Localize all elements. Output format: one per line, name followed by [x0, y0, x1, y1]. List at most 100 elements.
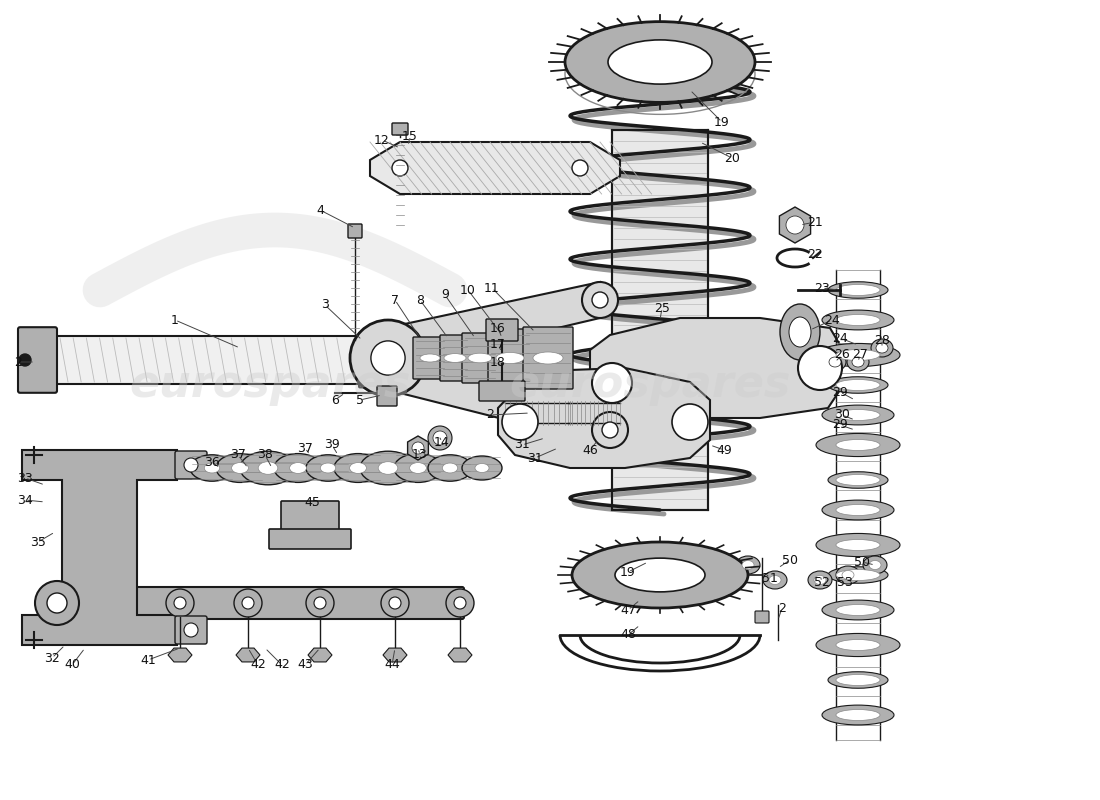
Text: 34: 34 [18, 494, 33, 506]
Ellipse shape [615, 558, 705, 592]
Circle shape [412, 442, 424, 454]
Text: 9: 9 [441, 289, 449, 302]
FancyBboxPatch shape [175, 451, 207, 479]
Text: 53: 53 [837, 575, 852, 589]
Circle shape [786, 216, 804, 234]
Text: 48: 48 [620, 629, 636, 642]
Ellipse shape [869, 561, 881, 570]
Ellipse shape [360, 451, 416, 485]
Ellipse shape [816, 434, 900, 457]
Ellipse shape [836, 314, 880, 326]
Circle shape [592, 363, 632, 403]
Text: 27: 27 [852, 349, 868, 362]
Ellipse shape [836, 285, 880, 295]
Text: 2: 2 [486, 409, 494, 422]
Ellipse shape [258, 462, 278, 474]
Text: 45: 45 [304, 495, 320, 509]
Circle shape [502, 404, 538, 440]
Ellipse shape [822, 500, 894, 520]
Text: 49: 49 [716, 443, 732, 457]
Text: 31: 31 [514, 438, 530, 451]
Ellipse shape [836, 639, 880, 650]
Text: 6: 6 [331, 394, 339, 406]
Text: 52: 52 [814, 575, 829, 589]
Text: 26: 26 [834, 349, 850, 362]
Circle shape [454, 597, 466, 609]
FancyBboxPatch shape [348, 224, 362, 238]
Polygon shape [448, 648, 472, 662]
Polygon shape [236, 648, 260, 662]
FancyBboxPatch shape [486, 319, 518, 341]
Ellipse shape [814, 575, 826, 585]
FancyBboxPatch shape [755, 611, 769, 623]
Ellipse shape [836, 710, 880, 721]
FancyBboxPatch shape [478, 381, 525, 401]
FancyBboxPatch shape [392, 123, 408, 135]
Circle shape [35, 581, 79, 625]
Text: 32: 32 [44, 651, 59, 665]
Text: 41: 41 [140, 654, 156, 666]
Ellipse shape [828, 672, 888, 688]
Ellipse shape [808, 571, 832, 589]
Ellipse shape [822, 310, 894, 330]
Circle shape [582, 282, 618, 318]
Ellipse shape [205, 463, 220, 473]
Polygon shape [498, 368, 710, 468]
Polygon shape [400, 282, 600, 365]
Ellipse shape [442, 463, 458, 473]
FancyBboxPatch shape [462, 333, 499, 383]
Ellipse shape [822, 600, 894, 620]
Ellipse shape [816, 534, 900, 557]
Text: 4: 4 [316, 203, 323, 217]
Ellipse shape [836, 439, 880, 450]
Ellipse shape [769, 575, 781, 585]
Ellipse shape [444, 354, 466, 362]
Circle shape [592, 292, 608, 308]
Ellipse shape [420, 354, 440, 362]
Text: 37: 37 [230, 449, 246, 462]
Text: 19: 19 [714, 115, 730, 129]
Ellipse shape [871, 339, 893, 357]
Ellipse shape [742, 561, 754, 570]
Ellipse shape [428, 454, 472, 481]
Text: 44: 44 [384, 658, 400, 671]
Ellipse shape [836, 605, 880, 615]
Text: 2: 2 [778, 602, 785, 614]
Ellipse shape [836, 505, 880, 515]
Ellipse shape [320, 463, 336, 473]
Text: 18: 18 [491, 355, 506, 369]
Circle shape [184, 458, 198, 472]
Text: 40: 40 [64, 658, 80, 671]
Ellipse shape [822, 405, 894, 425]
Ellipse shape [822, 705, 894, 725]
FancyBboxPatch shape [18, 327, 57, 393]
Ellipse shape [190, 454, 234, 481]
Ellipse shape [608, 40, 712, 84]
Ellipse shape [836, 410, 880, 421]
Ellipse shape [468, 354, 492, 363]
Text: 14: 14 [434, 435, 450, 449]
Text: 25: 25 [654, 302, 670, 314]
FancyBboxPatch shape [270, 529, 351, 549]
Ellipse shape [462, 456, 502, 480]
Text: 28: 28 [874, 334, 890, 346]
Circle shape [446, 589, 474, 617]
Ellipse shape [836, 674, 880, 686]
Text: 29: 29 [832, 418, 848, 431]
Ellipse shape [394, 454, 442, 482]
Circle shape [306, 589, 334, 617]
Text: 46: 46 [582, 443, 598, 457]
Text: 37: 37 [297, 442, 312, 454]
Text: 33: 33 [18, 471, 33, 485]
Text: 36: 36 [205, 455, 220, 469]
Circle shape [19, 354, 31, 366]
Text: 1: 1 [172, 314, 179, 326]
Ellipse shape [780, 304, 820, 360]
Ellipse shape [876, 343, 888, 353]
Ellipse shape [828, 282, 888, 298]
Text: 5: 5 [356, 394, 364, 406]
Ellipse shape [274, 454, 322, 482]
Text: 35: 35 [30, 535, 46, 549]
Text: 39: 39 [324, 438, 340, 451]
FancyBboxPatch shape [43, 587, 464, 619]
